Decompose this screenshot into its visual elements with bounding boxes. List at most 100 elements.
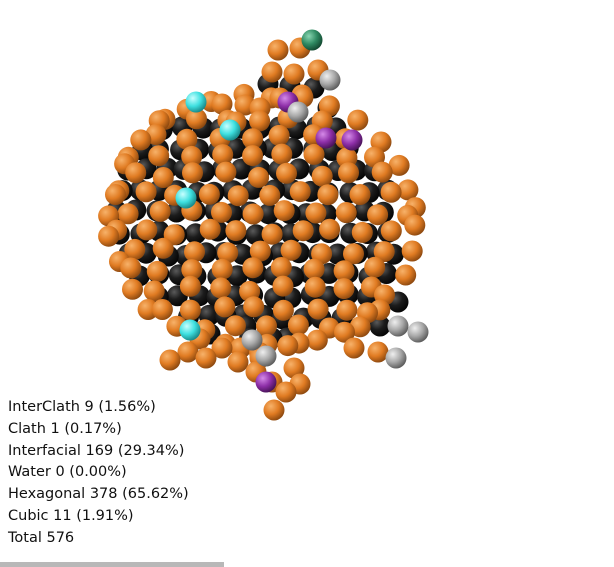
orange-atom — [267, 39, 289, 61]
orange-atom — [373, 241, 395, 263]
purple-atom — [255, 371, 277, 393]
orange-atom — [307, 298, 329, 320]
cyan-atom — [219, 119, 241, 141]
black-atom — [369, 315, 391, 337]
orange-atom — [289, 181, 311, 203]
orange-atom — [335, 202, 357, 223]
orange-atom — [214, 296, 236, 318]
orange-atom — [176, 128, 198, 150]
orange-atom — [179, 299, 201, 321]
orange-atom — [124, 238, 146, 260]
orange-atom — [135, 181, 157, 203]
orange-atom — [248, 166, 270, 188]
orange-atom — [242, 145, 264, 167]
orange-atom — [198, 183, 220, 205]
orange-atom — [343, 337, 365, 359]
orange-atom — [319, 218, 341, 240]
legend-hexagonal: Hexagonal 378 (65.62%) — [8, 486, 189, 503]
orange-atom — [283, 63, 305, 85]
legend-clath: Clath 1 (0.17%) — [8, 420, 122, 437]
orange-atom — [333, 278, 355, 300]
cyan-atom — [175, 187, 197, 209]
orange-atom — [306, 329, 328, 351]
orange-atom — [181, 259, 203, 281]
orange-atom — [211, 93, 233, 115]
gray-atom — [241, 329, 263, 351]
orange-atom — [333, 260, 355, 282]
orange-atom — [268, 124, 290, 146]
orange-atom — [224, 315, 246, 337]
legend-cubic: Cubic 11 (1.91%) — [8, 507, 134, 524]
orange-atom — [371, 161, 393, 183]
orange-atom — [292, 220, 314, 242]
molecular-cluster — [98, 29, 429, 421]
orange-atom — [212, 144, 234, 166]
gray-atom — [287, 101, 309, 123]
legend-interfacial: Interfacial 169 (29.34%) — [8, 442, 185, 459]
orange-atom — [380, 181, 402, 203]
orange-atom — [177, 341, 199, 363]
orange-atom — [227, 185, 249, 207]
orange-atom — [349, 184, 371, 205]
orange-atom — [261, 61, 283, 83]
orange-atom — [397, 179, 419, 201]
orange-atom — [404, 214, 426, 236]
orange-atom — [117, 203, 139, 225]
orange-atom — [122, 278, 143, 300]
black-atom — [245, 224, 267, 246]
orange-atom — [334, 321, 355, 343]
gray-atom — [385, 347, 407, 369]
orange-atom — [263, 399, 285, 421]
orange-atom — [159, 349, 181, 371]
legend-interclath: InterClath 9 (1.56%) — [8, 399, 156, 415]
orange-atom — [184, 241, 205, 263]
orange-atom — [225, 220, 247, 242]
orange-atom — [395, 264, 417, 286]
legend-total: Total 576 — [8, 529, 75, 546]
orange-atom — [105, 184, 126, 205]
orange-atom — [304, 276, 326, 298]
orange-atom — [152, 167, 174, 188]
orange-atom — [259, 184, 281, 206]
orange-atom — [367, 341, 389, 363]
gray-atom — [407, 321, 429, 343]
orange-atom — [243, 296, 265, 318]
gray-atom — [319, 69, 341, 91]
orange-atom — [152, 237, 174, 259]
orange-atom — [146, 260, 168, 282]
horizontal-scrollbar[interactable] — [0, 562, 224, 567]
orange-atom — [305, 202, 327, 224]
purple-atom — [341, 129, 363, 151]
orange-atom — [149, 200, 171, 222]
orange-atom — [388, 154, 410, 176]
orange-atom — [336, 299, 358, 321]
orange-atom — [317, 184, 339, 206]
orange-atom — [364, 256, 386, 278]
orange-atom — [277, 335, 299, 357]
orange-atom — [311, 165, 333, 187]
cyan-atom — [185, 91, 207, 113]
orange-atom — [179, 275, 201, 297]
orange-atom — [276, 162, 297, 184]
orange-atom — [215, 161, 237, 183]
orange-atom — [256, 315, 277, 337]
orange-atom — [182, 162, 203, 184]
orange-atom — [120, 257, 142, 279]
orange-atom — [271, 143, 293, 165]
orange-atom — [227, 351, 249, 373]
orange-atom — [186, 108, 207, 130]
orange-atom — [303, 143, 325, 165]
orange-atom — [249, 240, 271, 262]
orange-atom — [287, 314, 309, 336]
purple-atom — [315, 127, 337, 149]
cyan-atom — [179, 319, 201, 341]
gray-atom — [387, 315, 409, 337]
orange-atom — [211, 201, 232, 223]
orange-atom — [98, 225, 120, 247]
orange-atom — [210, 277, 232, 299]
legend-water: Water 0 (0.00%) — [8, 464, 127, 481]
orange-atom — [199, 218, 221, 240]
orange-atom — [367, 204, 389, 226]
orange-atom — [351, 221, 373, 243]
